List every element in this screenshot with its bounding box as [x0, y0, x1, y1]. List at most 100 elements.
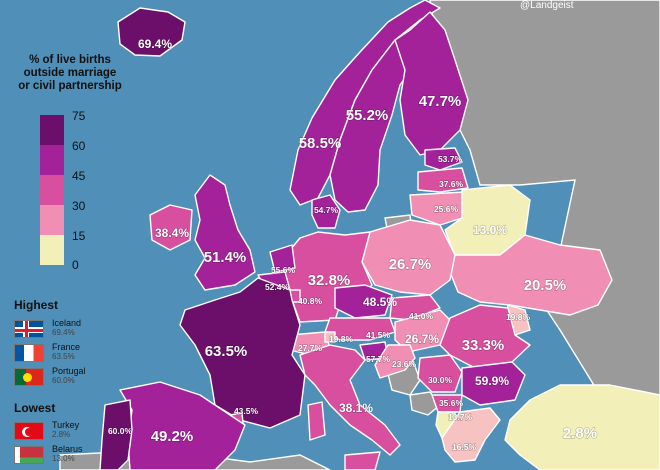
label-czechia: 48.5% [363, 295, 397, 309]
label-slovakia: 41.0% [409, 311, 434, 321]
legend-title-line: outside marriage [23, 67, 117, 79]
country-denmark [311, 194, 341, 229]
country-italy [299, 344, 401, 456]
label-hungary: 26.7% [405, 332, 439, 346]
highest-item-france: France 63.5% [14, 342, 134, 364]
lowest-item-value: 2.8% [52, 430, 71, 439]
label-iceland: 69.4% [138, 37, 172, 51]
country-greece [441, 407, 501, 463]
country-croatia [374, 344, 416, 379]
label-turkey: 2.8% [563, 425, 597, 442]
country-poland [361, 219, 456, 296]
label-liechtenstein: 19.8% [329, 334, 354, 344]
country-portugal [99, 399, 133, 470]
legend-tick: 45 [72, 169, 86, 183]
label-poland: 26.7% [389, 256, 432, 273]
country-sicily [344, 451, 381, 470]
legend-swatch-15-30 [40, 205, 64, 235]
label-italy: 38.1% [339, 401, 373, 415]
label-finland: 47.7% [419, 93, 462, 110]
label-luxembourg: 40.8% [298, 296, 323, 306]
country-turkey [504, 384, 660, 470]
country-ireland [149, 204, 193, 251]
country-iceland [117, 7, 186, 57]
legend-tick: 0 [72, 258, 79, 272]
label-bulgaria: 59.9% [475, 374, 509, 388]
label-ireland: 38.4% [155, 226, 189, 240]
turkey-flag-icon [14, 422, 44, 440]
legend-title-line: % of live births [29, 54, 111, 66]
lowest-item-turkey: Turkey 2.8% [14, 420, 134, 442]
legend-title: % of live births outside marriage or civ… [6, 54, 134, 93]
label-switzerland: 27.7% [298, 343, 323, 353]
lowest-title: Lowest [14, 401, 56, 415]
highest-item-value: 69.4% [52, 328, 75, 337]
legend-swatch-45-60 [40, 145, 64, 175]
label-croatia: 23.6% [392, 359, 417, 369]
label-serbia: 30.0% [428, 375, 453, 385]
country-romania [439, 304, 531, 369]
author-logo: @Landgeist [520, 0, 574, 11]
label-north-macedonia: 35.6% [439, 398, 464, 408]
highest-item-name: Portugal [52, 366, 86, 376]
country-czechia [334, 284, 393, 319]
legend-swatch-60-75 [40, 115, 64, 145]
label-latvia: 37.6% [439, 179, 464, 189]
lowest-item-belarus: Belarus 13.0% [14, 444, 134, 466]
label-belgium: 52.4% [265, 282, 290, 292]
country-sardinia [307, 401, 326, 441]
label-lithuania: 25.6% [434, 204, 459, 214]
label-austria: 41.5% [366, 330, 391, 340]
label-greece: 16.5% [452, 442, 477, 452]
legend-tick: 15 [72, 229, 86, 243]
country-lithuania [409, 191, 466, 226]
label-portugal: 60.0% [108, 426, 133, 436]
label-spain: 49.2% [151, 428, 194, 445]
lowest-item-name: Turkey [52, 420, 80, 430]
country-ukraine [449, 234, 613, 316]
highest-title: Highest [14, 298, 59, 312]
label-united-kingdom: 51.4% [204, 249, 247, 266]
legend-swatch-0-15 [40, 235, 64, 265]
country-sweden [329, 29, 419, 213]
label-norway: 58.5% [299, 135, 342, 152]
label-andorra: 43.5% [234, 406, 259, 416]
country-serbia [417, 354, 463, 393]
label-romania: 33.3% [462, 337, 505, 354]
highest-item-portugal: Portugal 60.0% [14, 366, 134, 388]
lowest-item-value: 13.0% [52, 454, 75, 463]
country-netherlands [269, 244, 296, 273]
highest-item-value: 60.0% [52, 376, 75, 385]
label-moldova: 19.8% [506, 312, 531, 322]
country-finland [394, 11, 469, 156]
label-netherlands: 55.6% [271, 265, 296, 275]
label-slovenia: 57.7% [366, 354, 391, 364]
lowest-item-name: Belarus [52, 444, 83, 454]
iceland-flag-icon [14, 320, 44, 338]
label-estonia: 53.7% [438, 154, 463, 164]
country-estonia [424, 147, 463, 171]
label-france: 63.5% [205, 343, 248, 360]
legend-tick: 30 [72, 199, 86, 213]
country-liechtenstein [324, 331, 336, 343]
highest-item-value: 63.5% [52, 352, 75, 361]
legend-tick: 75 [72, 109, 86, 123]
highest-item-name: Iceland [52, 318, 82, 328]
france-flag-icon [14, 344, 44, 362]
label-ukraine: 20.5% [524, 277, 567, 294]
highest-item-name: France [52, 342, 81, 352]
label-germany: 32.8% [308, 272, 351, 289]
label-belarus: 13.0% [473, 223, 507, 237]
portugal-flag-icon [14, 368, 44, 386]
legend-swatch-30-45 [40, 175, 64, 205]
label-albania: 13.7% [448, 412, 473, 422]
label-sweden: 55.2% [346, 107, 389, 124]
legend-color-scale [40, 115, 64, 265]
label-denmark: 54.7% [314, 205, 339, 215]
country-latvia [417, 167, 469, 193]
belarus-flag-icon [14, 446, 44, 464]
legend-title-line: or civil partnership [18, 80, 122, 92]
legend-tick: 60 [72, 139, 86, 153]
country-united-kingdom [194, 174, 256, 291]
